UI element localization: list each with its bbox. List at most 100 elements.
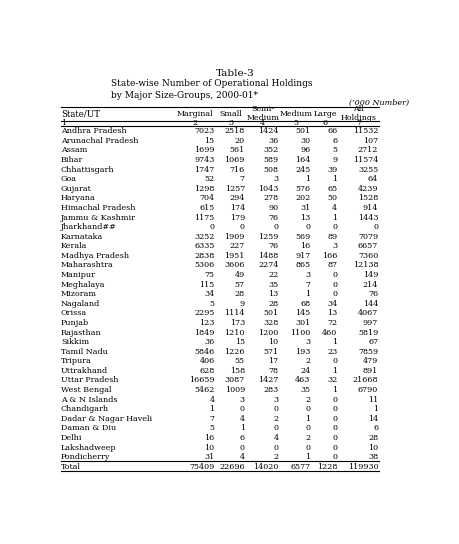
- Text: 0: 0: [274, 424, 279, 432]
- Text: 11532: 11532: [353, 127, 378, 135]
- Text: 0: 0: [332, 290, 337, 298]
- Text: 4: 4: [240, 453, 245, 461]
- Text: 716: 716: [230, 165, 245, 174]
- Text: 0: 0: [274, 405, 279, 413]
- Text: 3: 3: [306, 338, 311, 346]
- Text: 57: 57: [235, 281, 245, 289]
- Text: 628: 628: [199, 367, 215, 375]
- Text: 0: 0: [332, 434, 337, 442]
- Text: Haryana: Haryana: [61, 194, 95, 202]
- Text: 865: 865: [296, 262, 311, 269]
- Text: 31: 31: [204, 453, 215, 461]
- Text: 1259: 1259: [258, 233, 279, 240]
- Text: 6335: 6335: [194, 242, 215, 250]
- Text: 7079: 7079: [358, 233, 378, 240]
- Text: 5: 5: [210, 300, 215, 308]
- Text: 278: 278: [263, 194, 279, 202]
- Text: 16: 16: [204, 434, 215, 442]
- Text: 460: 460: [322, 329, 337, 337]
- Text: Large: Large: [313, 110, 337, 118]
- Text: 3: 3: [306, 271, 311, 279]
- Text: 1257: 1257: [224, 185, 245, 193]
- Text: 4: 4: [332, 204, 337, 212]
- Text: 1009: 1009: [224, 386, 245, 394]
- Text: 23: 23: [327, 348, 337, 356]
- Text: 245: 245: [296, 165, 311, 174]
- Text: 1: 1: [61, 119, 66, 127]
- Text: 1: 1: [332, 338, 337, 346]
- Text: Medium: Medium: [279, 110, 312, 118]
- Text: 3606: 3606: [224, 262, 245, 269]
- Text: 352: 352: [263, 146, 279, 154]
- Text: 1: 1: [240, 424, 245, 432]
- Text: 11574: 11574: [353, 156, 378, 164]
- Text: 2: 2: [306, 434, 311, 442]
- Text: 576: 576: [296, 185, 311, 193]
- Text: Manipur: Manipur: [61, 271, 96, 279]
- Text: Karnataka: Karnataka: [61, 233, 103, 240]
- Text: 6: 6: [240, 434, 245, 442]
- Text: 28: 28: [235, 290, 245, 298]
- Text: 9: 9: [240, 300, 245, 308]
- Text: 0: 0: [240, 405, 245, 413]
- Text: Tripura: Tripura: [61, 357, 92, 365]
- Text: 1488: 1488: [258, 252, 279, 260]
- Text: 571: 571: [263, 348, 279, 356]
- Text: 1043: 1043: [258, 185, 279, 193]
- Text: 4: 4: [209, 395, 215, 404]
- Text: 1427: 1427: [258, 376, 279, 385]
- Text: Semi-
Medium: Semi- Medium: [246, 106, 280, 122]
- Text: 166: 166: [322, 252, 337, 260]
- Text: 174: 174: [230, 204, 245, 212]
- Text: 13: 13: [269, 290, 279, 298]
- Text: 283: 283: [263, 386, 279, 394]
- Text: Daman & Diu: Daman & Diu: [61, 424, 116, 432]
- Text: 301: 301: [296, 319, 311, 327]
- Text: All
Holdings: All Holdings: [341, 106, 377, 122]
- Text: 6: 6: [373, 424, 378, 432]
- Text: 3252: 3252: [194, 233, 215, 240]
- Text: 10: 10: [204, 443, 215, 452]
- Text: A & N Islands: A & N Islands: [61, 395, 118, 404]
- Text: Arunachal Pradesh: Arunachal Pradesh: [61, 137, 139, 145]
- Text: 5846: 5846: [194, 348, 215, 356]
- Text: 6657: 6657: [358, 242, 378, 250]
- Text: 2: 2: [306, 395, 311, 404]
- Text: 0: 0: [373, 223, 378, 231]
- Text: 0: 0: [210, 223, 215, 231]
- Text: Gujarat: Gujarat: [61, 185, 92, 193]
- Text: 5: 5: [332, 146, 337, 154]
- Text: Mizoram: Mizoram: [61, 290, 97, 298]
- Text: Table-3: Table-3: [216, 70, 255, 78]
- Text: 35: 35: [301, 386, 311, 394]
- Text: 76: 76: [269, 242, 279, 250]
- Text: 3: 3: [274, 395, 279, 404]
- Text: Meghalaya: Meghalaya: [61, 281, 106, 289]
- Text: 13: 13: [300, 214, 311, 221]
- Text: 66: 66: [327, 127, 337, 135]
- Text: 10: 10: [269, 338, 279, 346]
- Text: 15: 15: [235, 338, 245, 346]
- Text: Dadar & Nagar Haveli: Dadar & Nagar Haveli: [61, 415, 152, 423]
- Text: 28: 28: [269, 300, 279, 308]
- Text: 1228: 1228: [317, 463, 337, 471]
- Text: 1: 1: [306, 453, 311, 461]
- Text: 6: 6: [323, 119, 328, 127]
- Text: 5819: 5819: [358, 329, 378, 337]
- Text: 7: 7: [240, 175, 245, 183]
- Text: 202: 202: [296, 194, 311, 202]
- Text: Madhya Pradesh: Madhya Pradesh: [61, 252, 129, 260]
- Text: 1175: 1175: [194, 214, 215, 221]
- Text: Total: Total: [61, 463, 81, 471]
- Text: Kerala: Kerala: [61, 242, 87, 250]
- Text: 96: 96: [300, 146, 311, 154]
- Text: 3087: 3087: [225, 376, 245, 385]
- Text: Nagaland: Nagaland: [61, 300, 100, 308]
- Text: 501: 501: [263, 310, 279, 317]
- Text: 3: 3: [228, 119, 233, 127]
- Text: Pondicherry: Pondicherry: [61, 453, 110, 461]
- Text: 0: 0: [306, 223, 311, 231]
- Text: 78: 78: [269, 367, 279, 375]
- Text: Maharashtra: Maharashtra: [61, 262, 114, 269]
- Text: 0: 0: [332, 424, 337, 432]
